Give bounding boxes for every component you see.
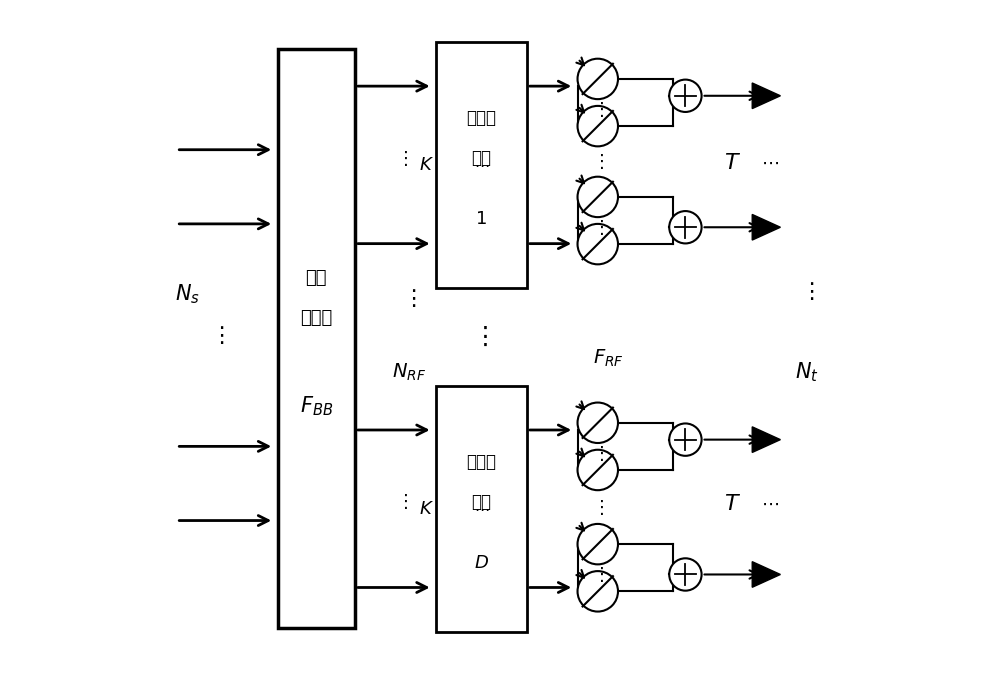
Text: 射频链: 射频链 [466, 452, 496, 471]
Circle shape [578, 524, 618, 565]
Text: $N_t$: $N_t$ [795, 360, 819, 384]
Text: $\vdots$: $\vdots$ [592, 565, 604, 584]
Text: 1: 1 [476, 210, 487, 228]
Text: 子阵: 子阵 [471, 149, 491, 167]
Text: $\vdots$: $\vdots$ [472, 325, 488, 349]
Circle shape [578, 59, 618, 99]
Text: 预编码: 预编码 [300, 309, 332, 327]
Circle shape [578, 450, 618, 490]
Text: $\vdots$: $\vdots$ [396, 149, 408, 168]
Text: $\vdots$: $\vdots$ [592, 218, 604, 237]
Text: $\vdots$: $\vdots$ [592, 152, 604, 171]
Circle shape [578, 224, 618, 264]
Text: $\cdots$: $\cdots$ [474, 501, 489, 517]
Text: $K$: $K$ [419, 500, 434, 518]
Circle shape [669, 559, 702, 590]
Bar [436, 386, 527, 632]
Text: $T$: $T$ [724, 494, 741, 514]
Polygon shape [752, 562, 780, 587]
Text: $\vdots$: $\vdots$ [396, 492, 408, 512]
Text: $\vdots$: $\vdots$ [592, 443, 604, 462]
Circle shape [669, 211, 702, 244]
Polygon shape [752, 427, 780, 452]
Circle shape [669, 423, 702, 456]
Bar [436, 42, 527, 288]
Bar [278, 49, 355, 628]
Polygon shape [752, 215, 780, 240]
Circle shape [578, 403, 618, 443]
Text: $N_{RF}$: $N_{RF}$ [392, 362, 426, 383]
Text: 子阵: 子阵 [471, 493, 491, 511]
Circle shape [669, 80, 702, 112]
Text: $F_{RF}$: $F_{RF}$ [593, 348, 623, 370]
Text: $N_s$: $N_s$ [175, 283, 200, 307]
Text: $T$: $T$ [724, 153, 741, 173]
Polygon shape [752, 83, 780, 108]
Text: 射频链: 射频链 [466, 109, 496, 127]
Text: $\vdots$: $\vdots$ [800, 280, 814, 303]
Text: $\cdots$: $\cdots$ [761, 154, 779, 172]
Circle shape [578, 177, 618, 217]
Text: $F_{BB}$: $F_{BB}$ [300, 394, 333, 418]
Text: $\cdots$: $\cdots$ [761, 495, 779, 512]
Text: $\vdots$: $\vdots$ [210, 324, 224, 346]
Circle shape [578, 106, 618, 146]
Text: $\cdots$: $\cdots$ [474, 157, 489, 173]
Text: $K$: $K$ [419, 156, 434, 174]
Circle shape [578, 571, 618, 611]
Text: $\vdots$: $\vdots$ [592, 100, 604, 118]
Text: 数字: 数字 [306, 269, 327, 287]
Text: $\vdots$: $\vdots$ [592, 498, 604, 517]
Text: $\vdots$: $\vdots$ [402, 287, 416, 309]
Text: D: D [475, 554, 488, 571]
